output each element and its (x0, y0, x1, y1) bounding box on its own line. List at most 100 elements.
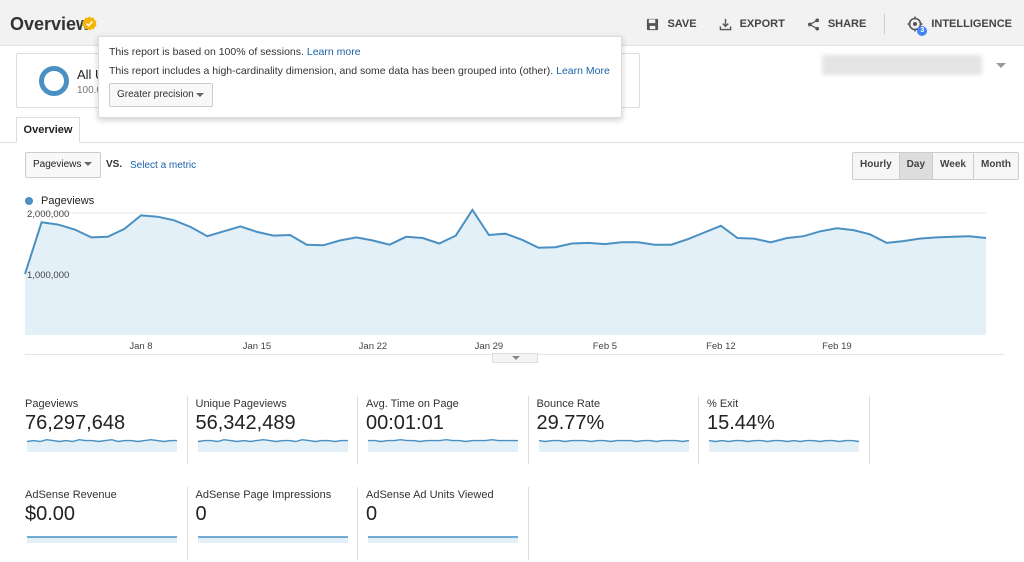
chart-area-fill (25, 210, 986, 335)
stat-value: 00:01:01 (366, 412, 444, 434)
stat-sparkline (197, 438, 348, 452)
chart-data-point[interactable] (272, 234, 276, 238)
chart-data-point[interactable] (702, 231, 706, 235)
metric-select[interactable]: Pageviews (25, 152, 101, 178)
chart-data-point[interactable] (189, 225, 193, 229)
granularity-month-button[interactable]: Month (972, 153, 1018, 179)
stat-pageviews[interactable]: Pageviews 76,297,648 (25, 398, 195, 466)
chart-data-point[interactable] (835, 226, 839, 230)
date-range-picker[interactable] (822, 53, 1010, 77)
chart-data-point[interactable] (288, 233, 292, 237)
stat-label: % Exit (707, 398, 739, 410)
chart-data-point[interactable] (354, 235, 358, 239)
chart-data-point[interactable] (470, 208, 474, 212)
chart-data-point[interactable] (868, 232, 872, 236)
stat-value: 15.44% (707, 412, 775, 434)
save-button[interactable]: SAVE (646, 18, 697, 31)
chart-data-point[interactable] (504, 232, 508, 236)
chart-data-point[interactable] (388, 243, 392, 247)
chart-data-point[interactable] (321, 243, 325, 247)
granularity-week-button[interactable]: Week (932, 153, 973, 179)
chart-data-point[interactable] (967, 234, 971, 238)
chart-data-point[interactable] (56, 223, 60, 227)
precision-select[interactable]: Greater precision (109, 83, 213, 107)
sparkline-fill (197, 537, 348, 543)
stat-adsense-ad-units-viewed[interactable]: AdSense Ad Units Viewed 0 (366, 489, 536, 557)
chart-data-point[interactable] (205, 234, 209, 238)
granularity-day-button[interactable]: Day (898, 153, 933, 179)
segment-donut-icon (39, 66, 69, 96)
chart-data-point[interactable] (586, 241, 590, 245)
chart-data-point[interactable] (802, 234, 806, 238)
chart-data-point[interactable] (537, 246, 541, 250)
chart-data-point[interactable] (89, 235, 93, 239)
chart-data-point[interactable] (553, 245, 557, 249)
chart-data-point[interactable] (255, 230, 259, 234)
save-icon (647, 18, 659, 30)
chart-data-point[interactable] (901, 239, 905, 243)
chart-data-point[interactable] (122, 227, 126, 231)
select-metric-link[interactable]: Select a metric (130, 160, 197, 171)
date-range-redacted (822, 55, 982, 75)
chart-data-point[interactable] (156, 215, 160, 219)
chart-data-point[interactable] (437, 242, 441, 246)
chart-data-point[interactable] (570, 242, 574, 246)
chart-data-point[interactable] (238, 224, 242, 228)
chart-data-point[interactable] (454, 234, 458, 238)
intelligence-button[interactable]: 3 INTELLIGENCE (907, 16, 1012, 36)
chart-data-point[interactable] (106, 235, 110, 239)
sparkline-fill (27, 439, 177, 452)
chart-data-point[interactable] (487, 233, 491, 237)
chart-data-point[interactable] (172, 218, 176, 222)
granularity-hourly-button[interactable]: Hourly (853, 153, 899, 179)
chart-data-point[interactable] (686, 237, 690, 241)
chart-data-point[interactable] (636, 240, 640, 244)
chart-data-point[interactable] (951, 235, 955, 239)
chart-data-point[interactable] (918, 237, 922, 241)
stat-unique-pageviews[interactable]: Unique Pageviews 56,342,489 (196, 398, 366, 466)
chart-data-point[interactable] (984, 236, 988, 240)
stat-exit[interactable]: % Exit 15.44% (707, 398, 877, 466)
chart-data-point[interactable] (305, 243, 309, 247)
stat-bounce-rate[interactable]: Bounce Rate 29.77% (537, 398, 707, 466)
chart-resize-handle[interactable] (492, 353, 538, 363)
share-label: SHARE (827, 18, 867, 30)
chart-data-point[interactable] (769, 240, 773, 244)
chevron-down-icon (996, 63, 1006, 68)
chart-data-point[interactable] (421, 236, 425, 240)
share-button[interactable]: SHARE (807, 17, 867, 31)
chart-data-point[interactable] (73, 228, 77, 232)
chart-data-point[interactable] (719, 224, 723, 228)
chart-data-point[interactable] (620, 240, 624, 244)
chart-data-point[interactable] (520, 238, 524, 242)
legend-label: Pageviews (41, 195, 95, 207)
chart-data-point[interactable] (139, 213, 143, 217)
chart-data-point[interactable] (338, 239, 342, 243)
chart-data-point[interactable] (851, 228, 855, 232)
chart-data-point[interactable] (222, 229, 226, 233)
intelligence-label: INTELLIGENCE (931, 18, 1012, 30)
chart-data-point[interactable] (40, 220, 44, 224)
chart-data-point[interactable] (653, 243, 657, 247)
chart-data-point[interactable] (934, 235, 938, 239)
chart-data-point[interactable] (669, 243, 673, 247)
stat-avg-time-on-page[interactable]: Avg. Time on Page 00:01:01 (366, 398, 536, 466)
chart-data-point[interactable] (885, 241, 889, 245)
pageviews-chart[interactable]: 2,000,000 1,000,000 Jan 8 Jan 15 Jan 22 Jan 2… (0, 205, 1024, 355)
export-button[interactable]: EXPORT (719, 18, 785, 31)
chart-data-point[interactable] (736, 236, 740, 240)
chart-data-point[interactable] (818, 229, 822, 233)
chart-data-point[interactable] (371, 239, 375, 243)
chart-data-point[interactable] (752, 237, 756, 241)
stat-label: AdSense Revenue (25, 489, 117, 501)
stat-adsense-page-impressions[interactable]: AdSense Page Impressions 0 (196, 489, 366, 557)
learn-more-link[interactable]: Learn more (306, 46, 361, 58)
learn-more-link-2[interactable]: Learn More (556, 65, 610, 77)
stat-adsense-revenue[interactable]: AdSense Revenue $0.00 (25, 489, 195, 557)
x-tick-label: Jan 29 (475, 341, 504, 352)
chart-data-point[interactable] (785, 236, 789, 240)
chart-data-point[interactable] (603, 242, 607, 246)
chart-data-point[interactable] (404, 235, 408, 239)
precision-select-value: Greater precision (117, 89, 194, 100)
tab-overview[interactable]: Overview (16, 117, 80, 143)
